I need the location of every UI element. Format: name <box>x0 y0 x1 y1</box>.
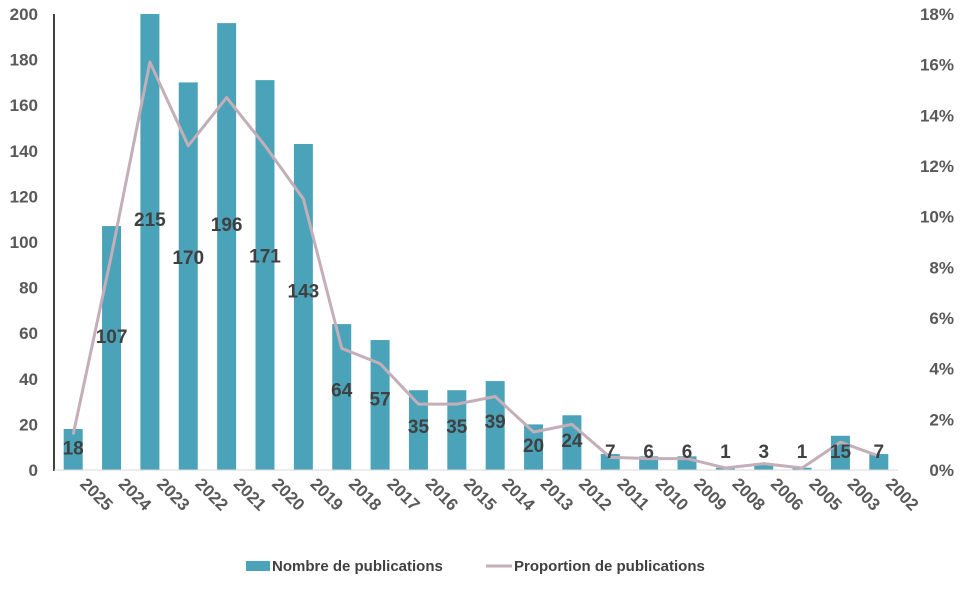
y-left-tick-label: 0 <box>29 461 38 480</box>
data-label: 64 <box>331 381 353 402</box>
bar <box>408 390 428 470</box>
x-tick-label: 2009 <box>690 474 730 514</box>
data-label: 57 <box>370 390 391 411</box>
x-tick-label: 2010 <box>652 474 692 514</box>
bar <box>524 424 544 470</box>
x-axis-ticks: 2025202420232022202120202019201820172016… <box>76 474 922 515</box>
y-left-tick-label: 60 <box>19 324 38 343</box>
y-right-tick-label: 12% <box>920 157 954 176</box>
x-tick-label: 2015 <box>460 474 500 514</box>
y-left-tick-label: 200 <box>10 5 38 24</box>
y-left-tick-label: 180 <box>10 51 38 70</box>
y-left-tick-label: 20 <box>19 415 38 434</box>
x-tick-label: 2024 <box>115 474 156 515</box>
x-tick-label: 2018 <box>345 474 385 514</box>
y-left-tick-label: 160 <box>10 96 38 115</box>
bar <box>332 324 352 470</box>
bar <box>869 454 889 470</box>
y-left-tick-label: 80 <box>19 279 38 298</box>
data-label: 3 <box>758 442 769 463</box>
data-label: 215 <box>134 210 166 231</box>
legend-bar-swatch <box>246 561 270 571</box>
data-label: 7 <box>874 442 885 463</box>
y-right-tick-label: 0% <box>929 461 954 480</box>
y-right-tick-label: 4% <box>929 360 954 379</box>
data-label: 107 <box>96 327 128 348</box>
y-right-tick-label: 16% <box>920 56 954 75</box>
y-right-tick-label: 10% <box>920 208 954 227</box>
data-label: 171 <box>249 247 281 268</box>
legend: Nombre de publications Proportion de pub… <box>246 558 705 575</box>
x-tick-label: 2008 <box>729 474 769 514</box>
data-label: 7 <box>605 442 616 463</box>
y-left-tick-label: 120 <box>10 187 38 206</box>
bar <box>293 143 313 470</box>
y-axis-right-ticks: 0% 2% 4% 6% 8% 10% 12% 14% 16% 18% <box>920 5 954 480</box>
y-axis-left-ticks: 0 20 40 60 80 100 120 140 160 180 200 <box>10 5 38 480</box>
bar <box>178 82 198 471</box>
bar <box>485 381 505 470</box>
bar <box>217 23 237 471</box>
bar <box>140 14 160 470</box>
line-layer <box>71 60 880 470</box>
bar <box>255 80 275 471</box>
x-tick-label: 2022 <box>191 474 231 514</box>
x-tick-label: 2013 <box>537 474 577 514</box>
data-label: 170 <box>172 248 204 269</box>
y-right-tick-label: 14% <box>920 106 954 125</box>
y-right-tick-label: 2% <box>929 410 954 429</box>
data-label: 1 <box>797 442 808 463</box>
data-label: 6 <box>682 442 693 463</box>
y-right-tick-label: 8% <box>929 258 954 277</box>
y-left-tick-label: 100 <box>10 233 38 252</box>
legend-line-label: Proportion de publications <box>514 558 705 575</box>
x-tick-label: 2025 <box>76 474 116 514</box>
bar <box>63 428 83 470</box>
y-left-tick-label: 40 <box>19 370 38 389</box>
y-left-tick-label: 140 <box>10 142 38 161</box>
data-label: 24 <box>561 431 583 452</box>
data-label: 15 <box>830 442 852 463</box>
x-tick-label: 2012 <box>575 474 615 514</box>
x-tick-label: 2006 <box>767 474 807 514</box>
x-tick-label: 2017 <box>383 474 423 514</box>
x-tick-label: 2020 <box>268 474 308 514</box>
bar <box>370 340 390 470</box>
data-label: 143 <box>288 282 320 303</box>
data-labels-layer: 18 107 215 170 196 171 143 64 57 35 35 39 20 24 7 6 6 1 3 1… <box>63 210 884 463</box>
data-label: 35 <box>446 417 468 438</box>
x-tick-label: 2002 <box>882 474 922 514</box>
x-tick-label: 2019 <box>307 474 347 514</box>
bar <box>102 226 122 470</box>
x-tick-label: 2016 <box>422 474 462 514</box>
x-tick-label: 2021 <box>230 474 270 514</box>
bar <box>447 390 467 470</box>
x-tick-label: 2014 <box>498 474 539 515</box>
data-label: 1 <box>720 442 731 463</box>
y-right-tick-label: 6% <box>929 309 954 328</box>
proportion-line <box>71 60 880 470</box>
data-label: 39 <box>485 412 506 433</box>
data-label: 6 <box>643 442 654 463</box>
data-label: 20 <box>523 436 544 457</box>
data-label: 18 <box>63 438 84 459</box>
legend-bar-label: Nombre de publications <box>272 558 443 575</box>
x-tick-label: 2005 <box>805 474 845 514</box>
data-label: 196 <box>211 215 243 236</box>
y-right-tick-label: 18% <box>920 5 954 24</box>
x-tick-label: 2011 <box>613 474 653 514</box>
bar <box>754 463 774 470</box>
bars-layer <box>63 14 889 471</box>
x-tick-label: 2023 <box>153 474 193 514</box>
x-tick-label: 2003 <box>844 474 884 514</box>
data-label: 35 <box>408 417 430 438</box>
